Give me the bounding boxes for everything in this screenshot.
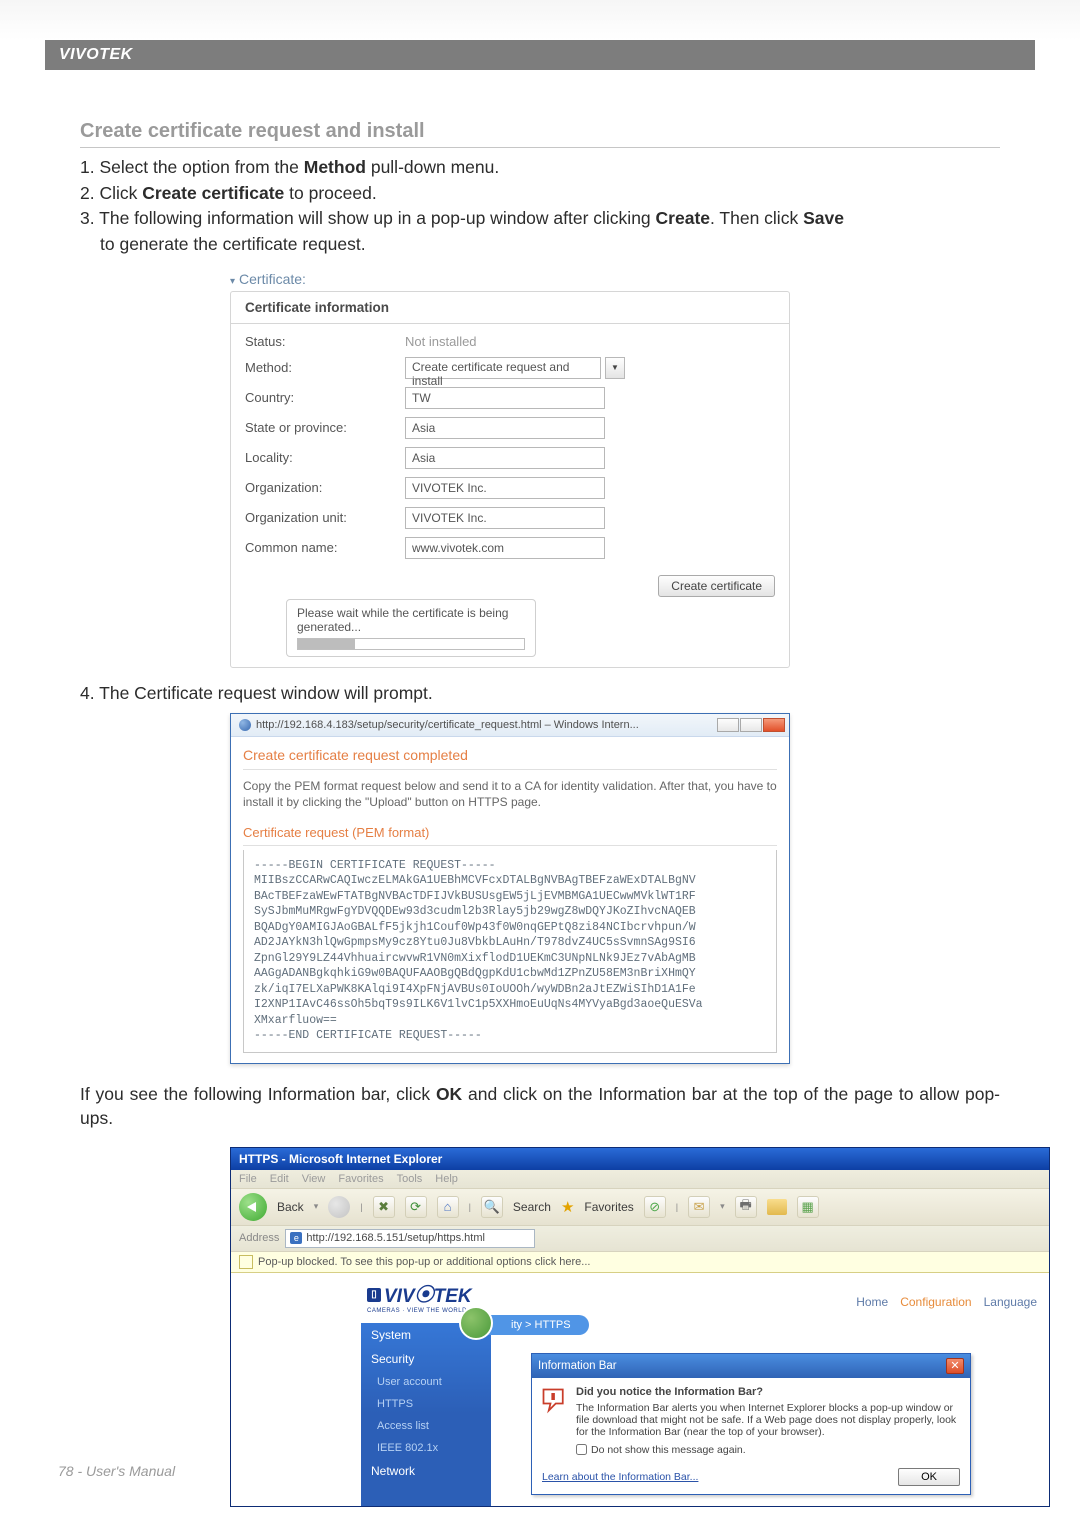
search-label[interactable]: Search: [513, 1200, 551, 1214]
address-label: Address: [239, 1232, 279, 1244]
certificate-toggle[interactable]: Certificate:: [230, 271, 790, 291]
search-icon[interactable]: 🔍: [481, 1196, 503, 1218]
menu-tools[interactable]: Tools: [397, 1173, 423, 1185]
state-label: State or province:: [245, 420, 405, 435]
instruction-1: 1. Select the option from the Method pul…: [80, 156, 1000, 180]
ok-button[interactable]: OK: [898, 1468, 960, 1486]
pem-window: http://192.168.4.183/setup/security/cert…: [230, 713, 790, 1064]
progress-bar: [297, 638, 525, 650]
menu-view[interactable]: View: [302, 1173, 326, 1185]
topnav-home[interactable]: Home: [856, 1295, 888, 1309]
mail-icon[interactable]: ✉: [688, 1196, 710, 1218]
pem-minimize-icon[interactable]: [717, 718, 739, 732]
instruction-3b: to generate the certificate request.: [100, 233, 1000, 257]
vivotek-logo: ▯ VIV⦿TEK: [367, 1281, 472, 1308]
dialog-close-icon[interactable]: ✕: [946, 1358, 964, 1374]
ie-window: HTTPS - Microsoft Internet Explorer File…: [230, 1147, 1050, 1507]
section-heading: Create certificate request and install: [80, 120, 1000, 148]
ie-favicon-icon: [239, 719, 251, 731]
method-select[interactable]: Create certificate request and install ▼: [405, 357, 625, 379]
create-certificate-button[interactable]: Create certificate: [658, 575, 775, 597]
ie-toolbar: Back ▾ | ✖ ⟳ ⌂ | 🔍 Search ★ Favorites ⊘ …: [231, 1188, 1049, 1226]
sidebar-item-security[interactable]: Security: [361, 1347, 491, 1371]
back-label[interactable]: Back: [277, 1200, 304, 1214]
pem-maximize-icon[interactable]: [740, 718, 762, 732]
locality-input[interactable]: [405, 447, 605, 469]
instruction-4: 4. The Certificate request window will p…: [80, 682, 1000, 706]
menu-edit[interactable]: Edit: [270, 1173, 289, 1185]
dialog-info-icon: [540, 1386, 568, 1414]
learn-link[interactable]: Learn about the Information Bar...: [542, 1471, 698, 1483]
breadcrumb-home-icon[interactable]: [459, 1306, 493, 1340]
page-footer: 78 - User's Manual: [58, 1463, 175, 1479]
method-label: Method:: [245, 360, 405, 375]
status-value: Not installed: [405, 334, 775, 349]
information-bar-dialog: Information Bar ✕ Did you notice the Inf…: [531, 1353, 971, 1495]
dialog-question: Did you notice the Information Bar?: [576, 1386, 962, 1398]
address-input[interactable]: e http://192.168.5.151/setup/https.html: [285, 1229, 535, 1248]
sidebar-item-access-list[interactable]: Access list: [361, 1415, 491, 1437]
pem-note: Copy the PEM format request below and se…: [243, 778, 777, 810]
topnav-language[interactable]: Language: [984, 1295, 1037, 1309]
common-name-input[interactable]: [405, 537, 605, 559]
print-icon[interactable]: 🖶: [735, 1196, 757, 1218]
dont-show-label: Do not show this message again.: [591, 1444, 746, 1456]
wait-text: Please wait while the certificate is bei…: [297, 606, 525, 634]
orgunit-label: Organization unit:: [245, 510, 405, 525]
stop-icon[interactable]: ✖: [373, 1196, 395, 1218]
history-icon[interactable]: ⊘: [644, 1196, 666, 1218]
country-label: Country:: [245, 390, 405, 405]
menu-favorites[interactable]: Favorites: [338, 1173, 383, 1185]
pem-heading: Create certificate request completed: [243, 747, 777, 770]
pem-title-url: http://192.168.4.183/setup/security/cert…: [256, 719, 712, 731]
brand-bar: VIVOTEK: [45, 40, 1035, 70]
method-dropdown-icon[interactable]: ▼: [605, 357, 625, 379]
body-text: If you see the following Information bar…: [80, 1082, 1000, 1131]
back-button-icon[interactable]: [239, 1193, 267, 1221]
dont-show-checkbox[interactable]: [576, 1444, 587, 1455]
forward-button-icon[interactable]: [328, 1196, 350, 1218]
country-input[interactable]: [405, 387, 605, 409]
orgunit-input[interactable]: [405, 507, 605, 529]
pem-text[interactable]: -----BEGIN CERTIFICATE REQUEST----- MIIB…: [243, 850, 777, 1053]
refresh-icon[interactable]: ⟳: [405, 1196, 427, 1218]
favorites-star-icon[interactable]: ★: [561, 1198, 574, 1216]
sidebar-item-user-account[interactable]: User account: [361, 1371, 491, 1393]
favorites-label[interactable]: Favorites: [584, 1200, 633, 1214]
infobar-block-icon: [239, 1255, 253, 1269]
discuss-icon[interactable]: ▦: [797, 1196, 819, 1218]
instruction-2: 2. Click Create certificate to proceed.: [80, 182, 1000, 206]
home-icon[interactable]: ⌂: [437, 1196, 459, 1218]
folder-icon[interactable]: [767, 1199, 787, 1215]
sidebar-item-https[interactable]: HTTPS: [361, 1393, 491, 1415]
certificate-info-header: Certificate information: [231, 292, 789, 324]
instruction-3: 3. The following information will show u…: [80, 207, 1000, 231]
topnav-configuration[interactable]: Configuration: [900, 1295, 971, 1309]
sidebar-item-network[interactable]: Network: [361, 1459, 491, 1483]
wait-dialog: Please wait while the certificate is bei…: [286, 599, 536, 657]
common-name-label: Common name:: [245, 540, 405, 555]
dialog-body: The Information Bar alerts you when Inte…: [576, 1402, 956, 1438]
ie-menubar[interactable]: File Edit View Favorites Tools Help: [231, 1170, 1049, 1188]
organization-input[interactable]: [405, 477, 605, 499]
pem-subheading: Certificate request (PEM format): [243, 825, 777, 846]
menu-help[interactable]: Help: [435, 1173, 458, 1185]
status-label: Status:: [245, 334, 405, 349]
sidebar-item-ieee[interactable]: IEEE 802.1x: [361, 1437, 491, 1459]
menu-file[interactable]: File: [239, 1173, 257, 1185]
ie-titlebar: HTTPS - Microsoft Internet Explorer: [231, 1148, 1049, 1170]
ie-favicon-icon: e: [290, 1232, 302, 1244]
organization-label: Organization:: [245, 480, 405, 495]
dialog-title: Information Bar: [538, 1360, 617, 1372]
state-input[interactable]: [405, 417, 605, 439]
ie-information-bar[interactable]: Pop-up blocked. To see this pop-up or ad…: [231, 1252, 1049, 1273]
locality-label: Locality:: [245, 450, 405, 465]
pem-close-icon[interactable]: [763, 718, 785, 732]
ie-topnav: Home Configuration Language: [856, 1295, 1037, 1309]
